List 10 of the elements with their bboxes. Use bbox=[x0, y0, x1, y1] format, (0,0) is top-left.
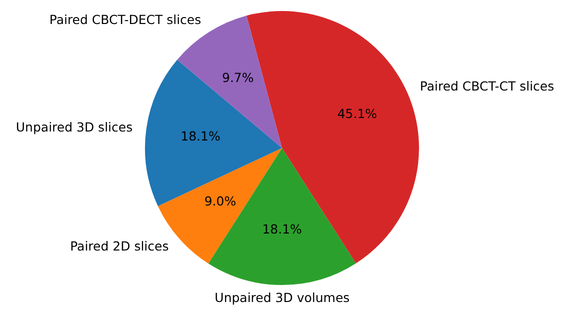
data-label: 18.1% bbox=[262, 221, 302, 236]
slice-label: Paired 2D slices bbox=[70, 238, 169, 254]
slice-label: Unpaired 3D slices bbox=[16, 120, 133, 135]
data-label: 9.0% bbox=[204, 193, 236, 208]
data-label: 18.1% bbox=[180, 128, 220, 144]
data-label: 45.1% bbox=[337, 106, 378, 122]
slice-label: Paired CBCT-DECT slices bbox=[49, 12, 202, 28]
data-label: 9.7% bbox=[222, 70, 254, 85]
slice-label: Paired CBCT-CT slices bbox=[420, 78, 554, 94]
slice-label: Unpaired 3D volumes bbox=[214, 290, 350, 305]
